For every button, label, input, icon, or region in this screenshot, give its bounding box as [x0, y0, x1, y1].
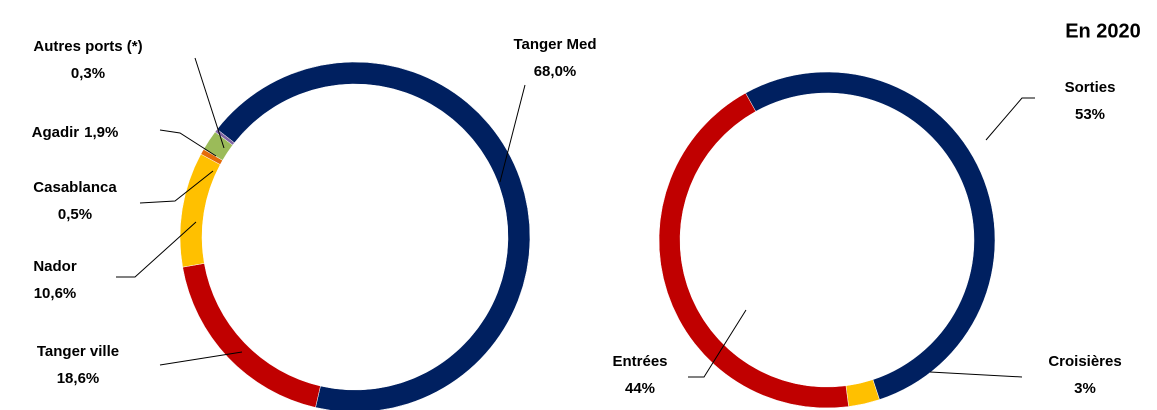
- category-label: Autres ports (*): [33, 38, 142, 55]
- leader-line: [688, 309, 747, 378]
- leader-line: [159, 129, 217, 157]
- donut-segment: [182, 263, 321, 408]
- data-label: 53%: [1075, 106, 1105, 123]
- data-label: 0,5%: [58, 206, 92, 223]
- donut-segment: [658, 92, 849, 409]
- leader-line: [499, 84, 526, 183]
- leader-line: [116, 221, 197, 278]
- leader-line: [985, 97, 1035, 141]
- category-label: Nador: [33, 258, 77, 275]
- category-label: Croisières: [1048, 353, 1121, 370]
- data-label: 1,9%: [84, 124, 118, 141]
- donut-segment: [745, 71, 996, 400]
- leader-line: [929, 371, 1023, 378]
- category-label: Tanger ville: [37, 343, 119, 360]
- donut-segment: [214, 128, 235, 146]
- donut-segment: [216, 61, 531, 410]
- category-label: Sorties: [1065, 79, 1116, 96]
- data-label-group: Agadir 1,9%: [32, 124, 119, 141]
- data-label: 3%: [1074, 380, 1096, 397]
- data-label: 18,6%: [57, 370, 100, 387]
- leader-line: [194, 57, 225, 149]
- donut-segment: [845, 379, 880, 407]
- data-label: 68,0%: [534, 63, 577, 80]
- chart-title: En 2020: [1065, 20, 1141, 42]
- category-label: Casablanca: [33, 179, 117, 196]
- data-label: 44%: [625, 380, 655, 397]
- category-label: Entrées: [612, 353, 667, 370]
- donut-segment: [179, 153, 221, 268]
- leader-line: [159, 351, 243, 366]
- data-label: 0,3%: [71, 65, 105, 82]
- data-label: 10,6%: [34, 285, 77, 302]
- category-label: Tanger Med: [513, 36, 596, 53]
- category-label: Agadir: [32, 124, 80, 141]
- leader-line: [139, 170, 214, 204]
